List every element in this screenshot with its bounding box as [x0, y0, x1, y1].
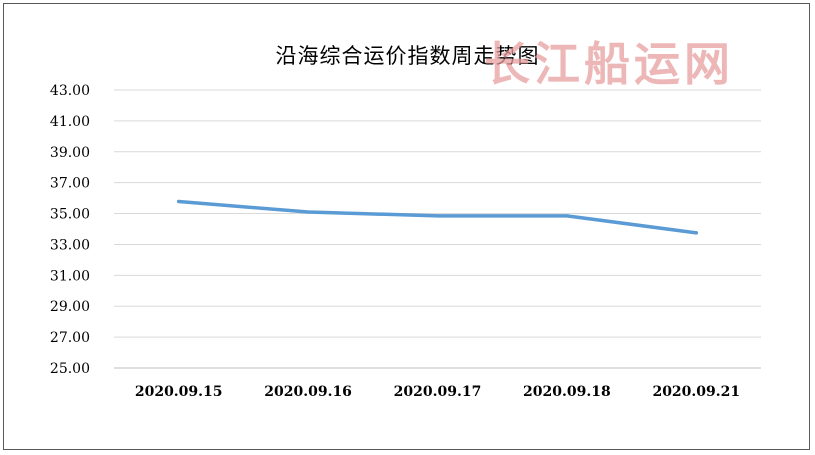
y-tick-label: 33.00 — [50, 237, 90, 253]
x-axis-ticks: 2020.09.15 2020.09.16 2020.09.17 2020.09.18… — [135, 384, 740, 400]
watermark-logo: 长江船运网 — [484, 37, 734, 91]
y-tick-label: 37.00 — [50, 176, 90, 192]
data-point — [565, 214, 569, 218]
data-point — [694, 231, 698, 235]
y-tick-label: 31.00 — [50, 268, 90, 284]
x-tick-label: 2020.09.18 — [523, 384, 611, 400]
y-tick-label: 25.00 — [50, 361, 90, 377]
y-axis-ticks: 25.00 27.00 29.00 31.00 33.00 35.00 37.00 39.00… — [50, 83, 90, 377]
x-tick-label: 2020.09.15 — [135, 384, 223, 400]
gridlines — [114, 89, 761, 369]
y-tick-label: 29.00 — [50, 299, 90, 315]
x-tick-label: 2020.09.21 — [652, 384, 740, 400]
y-tick-label: 35.00 — [50, 207, 90, 223]
chart-frame — [3, 3, 810, 450]
chart-title: 沿海综合运价指数周走势图 — [275, 44, 540, 68]
y-tick-label: 43.00 — [50, 83, 90, 99]
x-tick-label: 2020.09.17 — [394, 384, 482, 400]
y-tick-label: 27.00 — [50, 330, 90, 346]
data-point — [177, 199, 181, 204]
series-layer — [176, 199, 699, 235]
data-point — [435, 214, 440, 218]
y-tick-label: 39.00 — [50, 145, 90, 161]
y-tick-label: 41.00 — [50, 114, 90, 130]
x-tick-label: 2020.09.16 — [264, 384, 352, 400]
data-point — [306, 210, 310, 214]
